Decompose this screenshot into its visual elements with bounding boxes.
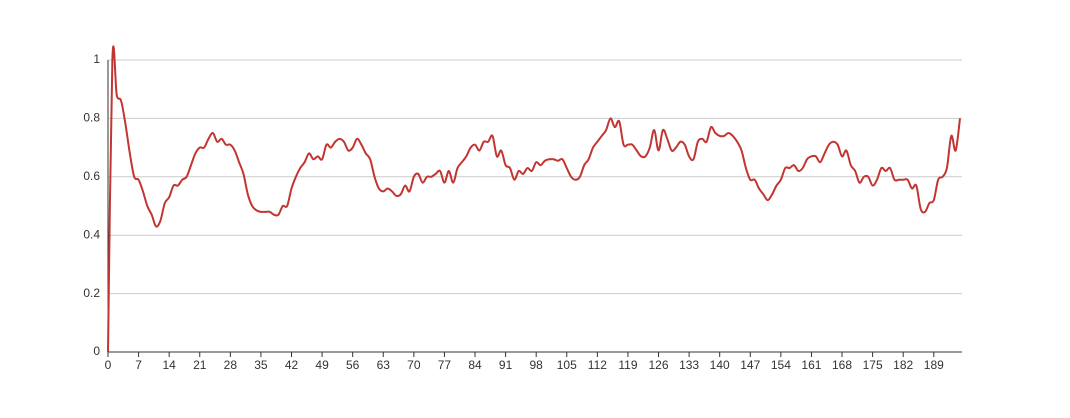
x-tick-label: 126 <box>649 358 669 372</box>
x-tick-label: 84 <box>468 358 482 372</box>
x-tick-label: 133 <box>679 358 699 372</box>
y-tick-label: 0.6 <box>83 169 100 183</box>
x-tick-label: 7 <box>135 358 142 372</box>
y-tick-label: 0 <box>93 344 100 358</box>
x-tick-label: 161 <box>801 358 821 372</box>
x-tick-label: 182 <box>893 358 913 372</box>
x-tick-label: 49 <box>315 358 329 372</box>
x-tick-label: 140 <box>710 358 730 372</box>
y-tick-label: 0.4 <box>83 227 100 241</box>
x-tick-label: 175 <box>863 358 883 372</box>
y-tick-label: 1 <box>93 52 100 66</box>
x-tick-label: 105 <box>557 358 577 372</box>
x-tick-label: 35 <box>254 358 268 372</box>
x-tick-label: 98 <box>530 358 544 372</box>
x-tick-label: 119 <box>618 358 637 372</box>
x-tick-label: 56 <box>346 358 360 372</box>
x-tick-label: 0 <box>105 358 112 372</box>
x-tick-label: 168 <box>832 358 852 372</box>
x-tick-label: 14 <box>162 358 176 372</box>
x-tick-label: 28 <box>224 358 238 372</box>
x-tick-label: 70 <box>407 358 421 372</box>
y-tick-label: 0.8 <box>83 111 100 125</box>
x-tick-label: 189 <box>924 358 944 372</box>
x-tick-label: 147 <box>740 358 760 372</box>
x-tick-label: 21 <box>193 358 207 372</box>
x-tick-label: 112 <box>588 358 607 372</box>
x-tick-label: 77 <box>438 358 452 372</box>
y-tick-label: 0.2 <box>83 286 100 300</box>
x-tick-label: 42 <box>285 358 299 372</box>
x-tick-label: 63 <box>377 358 391 372</box>
line <box>107 45 961 353</box>
x-tick-label: 154 <box>771 358 791 372</box>
x-tick-label: 91 <box>499 358 513 372</box>
